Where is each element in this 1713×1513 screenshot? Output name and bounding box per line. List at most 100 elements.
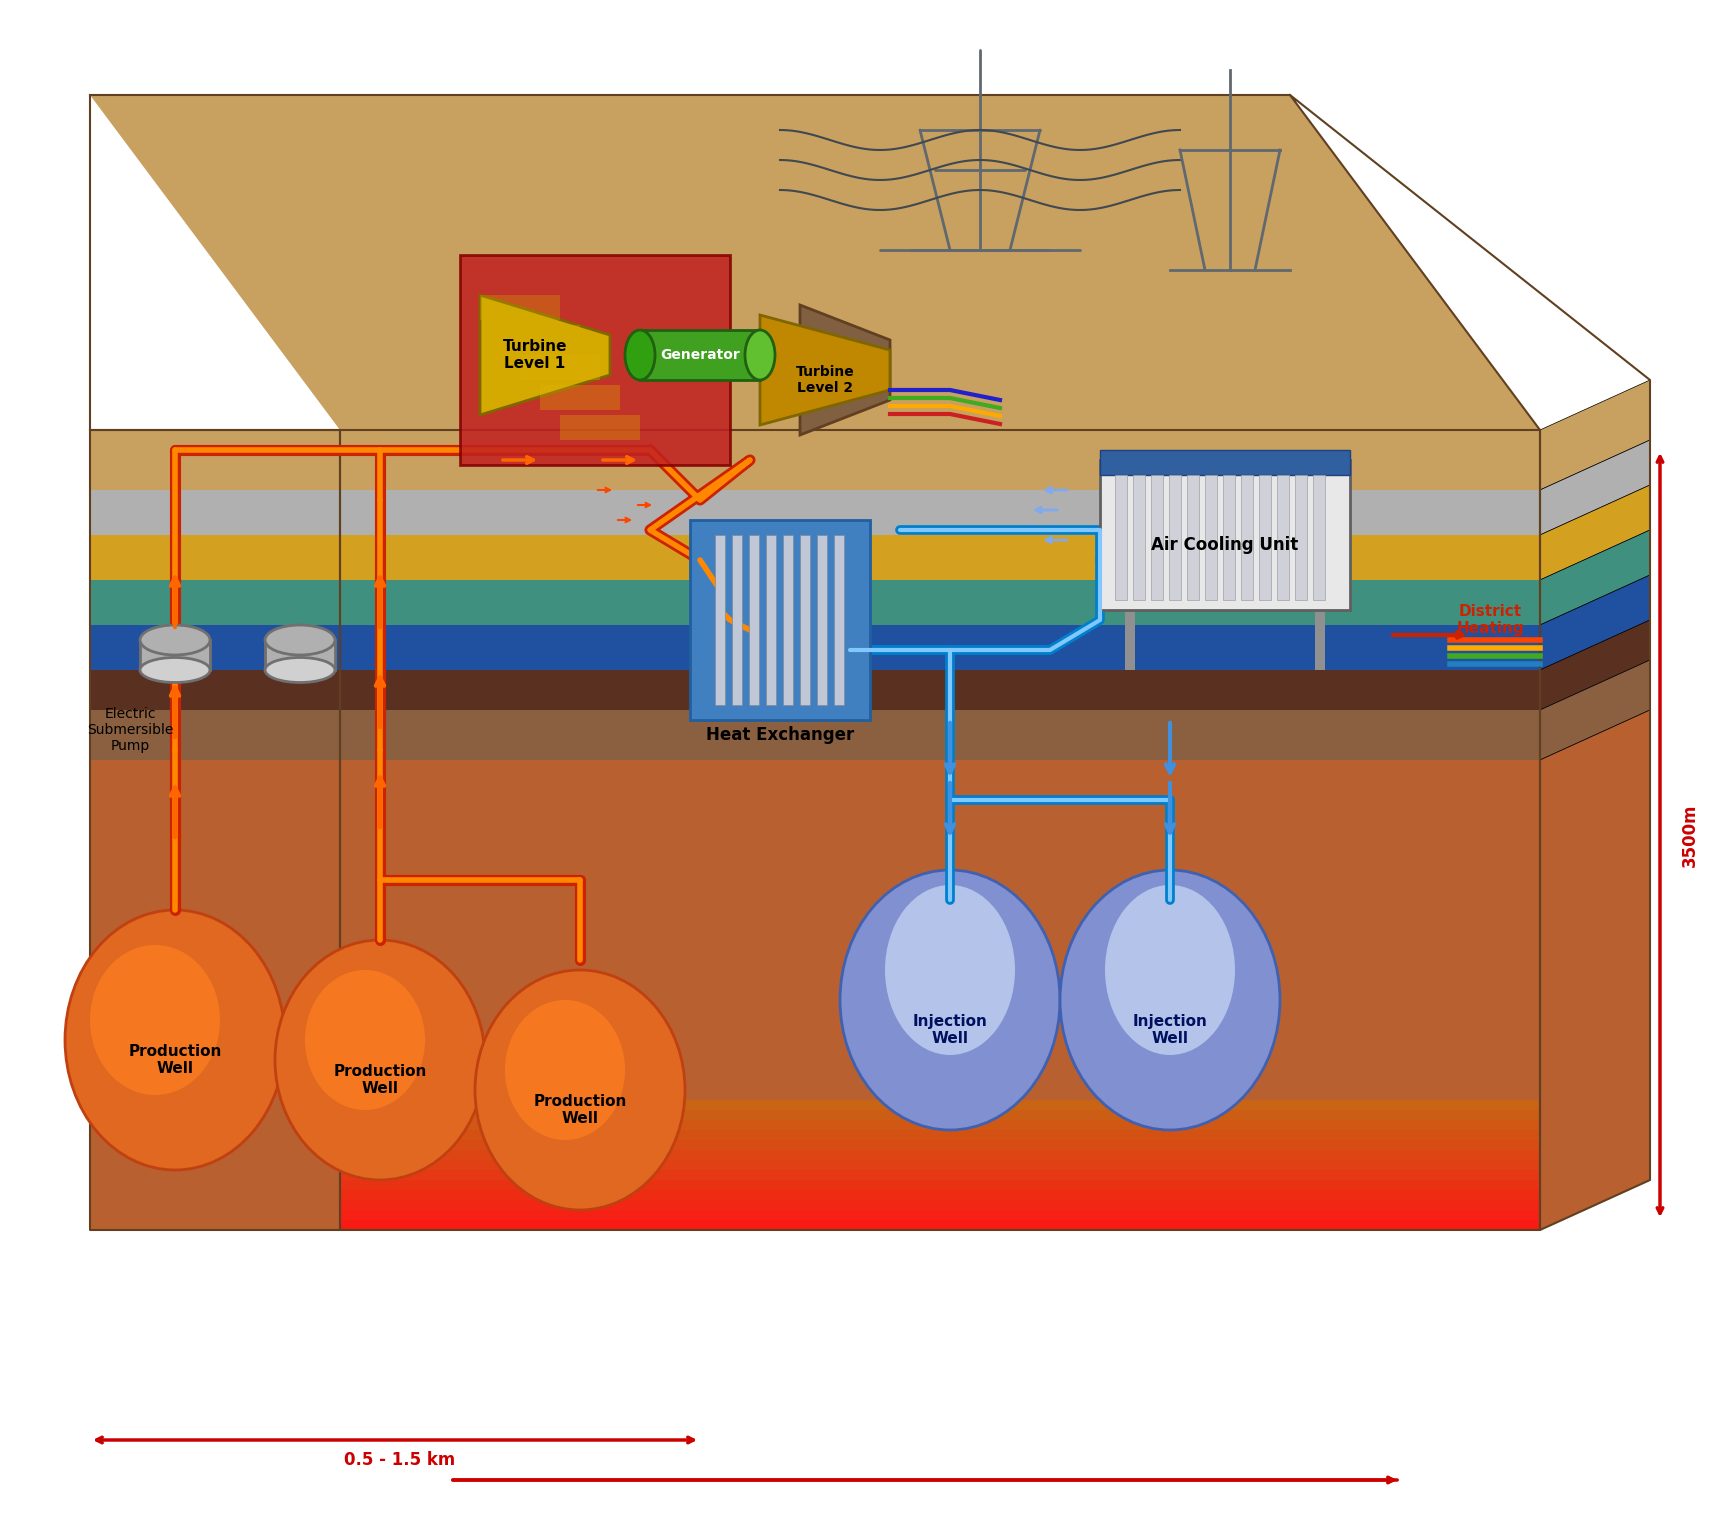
Polygon shape — [339, 1210, 1540, 1219]
Polygon shape — [1115, 475, 1127, 601]
Polygon shape — [91, 95, 1540, 430]
Ellipse shape — [839, 870, 1060, 1130]
Text: 3500m: 3500m — [1680, 803, 1699, 867]
Polygon shape — [1540, 660, 1650, 760]
Polygon shape — [1151, 475, 1163, 601]
Text: Turbine
Level 1: Turbine Level 1 — [502, 339, 567, 371]
Polygon shape — [714, 536, 725, 705]
Polygon shape — [1125, 610, 1136, 670]
Ellipse shape — [65, 909, 284, 1170]
Polygon shape — [339, 625, 1540, 670]
Polygon shape — [339, 430, 1540, 490]
Polygon shape — [339, 1111, 1540, 1120]
Polygon shape — [817, 536, 827, 705]
Polygon shape — [480, 295, 560, 321]
Polygon shape — [339, 1200, 1540, 1210]
Ellipse shape — [1060, 870, 1280, 1130]
Polygon shape — [1132, 475, 1144, 601]
Polygon shape — [834, 536, 845, 705]
Polygon shape — [1540, 710, 1650, 1230]
Polygon shape — [1312, 475, 1324, 601]
Text: 0.5 - 1.5 km: 0.5 - 1.5 km — [344, 1451, 456, 1469]
Ellipse shape — [276, 940, 485, 1180]
Ellipse shape — [475, 970, 685, 1210]
Polygon shape — [800, 306, 891, 436]
Polygon shape — [690, 520, 870, 720]
Polygon shape — [1540, 530, 1650, 625]
Polygon shape — [339, 1191, 1540, 1200]
Polygon shape — [749, 536, 759, 705]
Text: District
Heating: District Heating — [1456, 604, 1525, 635]
Polygon shape — [731, 536, 742, 705]
Ellipse shape — [505, 1000, 625, 1139]
Polygon shape — [339, 1180, 1650, 1230]
Polygon shape — [540, 384, 620, 410]
Polygon shape — [91, 670, 339, 710]
Text: Injection
Well: Injection Well — [913, 1014, 987, 1045]
Ellipse shape — [140, 625, 211, 655]
Polygon shape — [339, 1160, 1540, 1170]
Polygon shape — [339, 1139, 1540, 1150]
Polygon shape — [339, 1219, 1540, 1230]
Polygon shape — [1204, 475, 1216, 601]
Polygon shape — [339, 536, 1540, 579]
Polygon shape — [1240, 475, 1252, 601]
Polygon shape — [1259, 475, 1271, 601]
Polygon shape — [339, 710, 1540, 760]
Polygon shape — [339, 670, 1540, 710]
FancyBboxPatch shape — [140, 640, 211, 670]
Text: Injection
Well: Injection Well — [1132, 1014, 1208, 1045]
Polygon shape — [1295, 475, 1307, 601]
Text: Turbine
Level 2: Turbine Level 2 — [795, 365, 855, 395]
Polygon shape — [1540, 620, 1650, 710]
Polygon shape — [1100, 460, 1350, 610]
Polygon shape — [1540, 440, 1650, 536]
Text: Production
Well: Production Well — [334, 1064, 427, 1097]
Polygon shape — [1316, 610, 1324, 670]
Polygon shape — [560, 415, 641, 440]
Polygon shape — [91, 490, 339, 536]
Polygon shape — [480, 295, 610, 415]
Polygon shape — [339, 1170, 1540, 1180]
Polygon shape — [800, 536, 810, 705]
Polygon shape — [91, 536, 339, 579]
Text: Electric
Submersible
Pump: Electric Submersible Pump — [87, 707, 173, 753]
Polygon shape — [91, 710, 339, 760]
Ellipse shape — [266, 658, 336, 682]
Polygon shape — [339, 760, 1540, 1230]
Polygon shape — [339, 490, 1540, 536]
Text: Production
Well: Production Well — [533, 1094, 627, 1126]
Polygon shape — [500, 325, 581, 350]
Ellipse shape — [886, 885, 1016, 1055]
Polygon shape — [339, 1100, 1540, 1111]
Ellipse shape — [266, 625, 336, 655]
Text: Production
Well: Production Well — [128, 1044, 221, 1076]
Text: Generator: Generator — [660, 348, 740, 362]
Polygon shape — [521, 356, 600, 380]
Ellipse shape — [625, 330, 654, 380]
Polygon shape — [1540, 380, 1650, 490]
Polygon shape — [761, 315, 891, 425]
Polygon shape — [91, 579, 339, 625]
Polygon shape — [641, 330, 761, 380]
Ellipse shape — [305, 970, 425, 1111]
Polygon shape — [91, 760, 339, 1230]
Ellipse shape — [745, 330, 774, 380]
Polygon shape — [461, 256, 730, 464]
Polygon shape — [1223, 475, 1235, 601]
Ellipse shape — [91, 946, 219, 1095]
Polygon shape — [1540, 486, 1650, 579]
Text: Heat Exchanger: Heat Exchanger — [706, 726, 855, 744]
Polygon shape — [766, 536, 776, 705]
Polygon shape — [1168, 475, 1180, 601]
Polygon shape — [1276, 475, 1288, 601]
Polygon shape — [1187, 475, 1199, 601]
Polygon shape — [1100, 449, 1350, 475]
Polygon shape — [339, 1150, 1540, 1160]
Polygon shape — [339, 1180, 1540, 1191]
Text: Air Cooling Unit: Air Cooling Unit — [1151, 536, 1298, 554]
Polygon shape — [91, 625, 339, 670]
Polygon shape — [339, 1130, 1540, 1139]
Polygon shape — [339, 579, 1540, 625]
Polygon shape — [1540, 575, 1650, 670]
